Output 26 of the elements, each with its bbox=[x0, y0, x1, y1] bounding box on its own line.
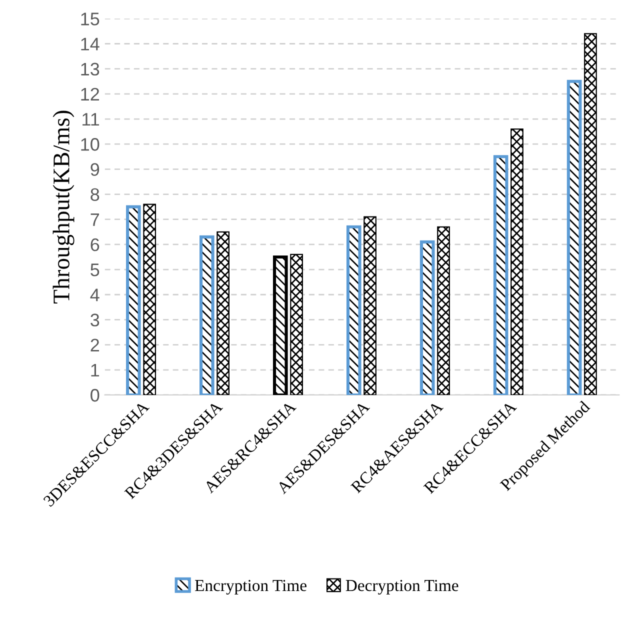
bar bbox=[437, 226, 450, 395]
legend-label: Decryption Time bbox=[346, 580, 458, 595]
y-tick-label: 5 bbox=[90, 264, 100, 276]
bar bbox=[584, 33, 597, 395]
y-tick-label: 9 bbox=[90, 163, 100, 176]
y-axis-title: Throughput(KB/ms) bbox=[52, 110, 74, 304]
y-tick-label: 14 bbox=[81, 38, 100, 50]
y-tick-label: 6 bbox=[90, 238, 100, 252]
bar bbox=[216, 231, 230, 395]
y-tick-label: 15 bbox=[81, 12, 100, 26]
y-tick-label: 12 bbox=[81, 88, 100, 100]
y-tick-label: 3 bbox=[90, 314, 100, 326]
bar bbox=[510, 128, 524, 395]
y-tick-label: 1 bbox=[91, 364, 100, 376]
bar bbox=[364, 216, 376, 395]
bar bbox=[143, 204, 156, 395]
y-tick-label: 8 bbox=[90, 188, 100, 201]
y-tick-label: 7 bbox=[90, 213, 100, 226]
bar bbox=[290, 254, 303, 395]
legend-label: Encryption Time bbox=[195, 580, 306, 595]
y-tick-label: 11 bbox=[82, 113, 100, 126]
y-tick-label: 10 bbox=[81, 138, 100, 151]
y-tick-label: 0 bbox=[90, 388, 100, 402]
y-tick-label: 2 bbox=[90, 338, 100, 352]
y-tick-label: 13 bbox=[81, 62, 100, 76]
y-tick-label: 4 bbox=[90, 288, 100, 302]
